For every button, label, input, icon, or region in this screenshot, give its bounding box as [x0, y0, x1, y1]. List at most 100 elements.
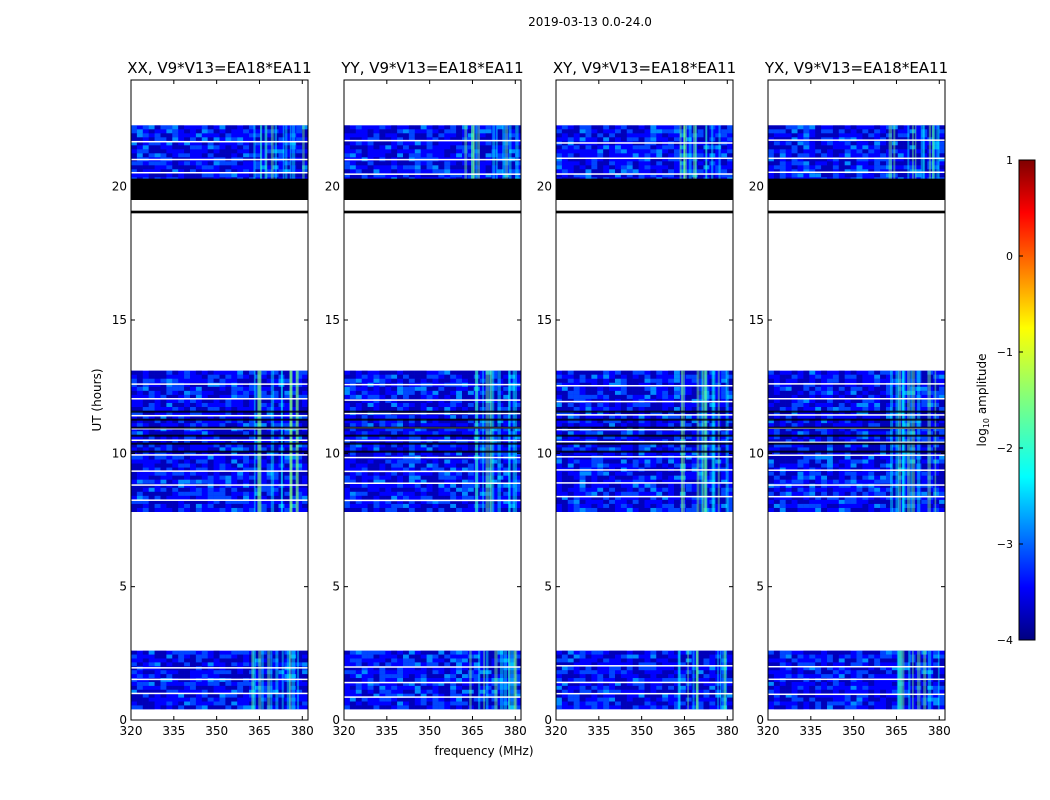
noise-cell: [207, 693, 214, 698]
noise-cell: [656, 161, 663, 166]
noise-cell: [697, 495, 704, 500]
noise-cell: [497, 471, 504, 476]
noise-cell: [844, 407, 851, 412]
noise-cell: [254, 487, 261, 492]
panel-xx: XX, V9*V13=EA18*EA11 320 335 350 365 380 051…: [90, 59, 314, 738]
noise-cell: [803, 670, 810, 675]
noise-cell: [254, 125, 261, 130]
noise-cell: [503, 705, 510, 710]
noise-cell: [503, 129, 510, 134]
noise-cell: [397, 153, 403, 158]
noise-cell: [284, 487, 291, 492]
noise-cell: [160, 374, 167, 379]
noise-cell: [190, 507, 196, 512]
noise-cell: [650, 423, 657, 428]
noise-cell: [650, 495, 657, 500]
y-tick-label: 10: [325, 446, 340, 460]
noise-cell: [715, 137, 722, 142]
noise-cell: [921, 471, 928, 476]
noise-cell: [225, 455, 232, 460]
noise-cell: [638, 666, 645, 671]
noise-cell: [284, 685, 291, 690]
flagged-band: [556, 210, 733, 214]
noise-cell: [561, 479, 568, 484]
noise-cell: [715, 407, 722, 412]
noise-cell: [561, 475, 568, 480]
noise-cell: [190, 407, 196, 412]
noise-cell: [891, 431, 898, 436]
panel-yy-title: YY, V9*V13=EA18*EA11: [340, 59, 523, 77]
noise-cell: [809, 386, 816, 391]
noise-cell: [933, 415, 940, 420]
noise-cell: [862, 666, 869, 671]
noise-cell: [579, 137, 586, 142]
noise-cell: [403, 487, 409, 492]
noise-cell: [231, 463, 238, 468]
noise-cell: [249, 705, 255, 710]
noise-cell: [561, 495, 568, 500]
noise-cell: [727, 419, 733, 424]
noise-cell: [219, 447, 226, 452]
noise-cell: [638, 463, 645, 468]
rfi-streak: [696, 650, 698, 710]
noise-cell: [573, 697, 580, 702]
noise-cell: [679, 674, 686, 679]
noise-cell: [444, 451, 451, 456]
noise-cell: [603, 658, 610, 663]
noise-cell: [685, 173, 692, 178]
noise-cell: [815, 459, 822, 464]
noise-cell: [620, 459, 627, 464]
noise-cell: [284, 431, 291, 436]
noise-cell: [403, 386, 409, 391]
noise-cell: [697, 685, 704, 690]
noise-cell: [266, 161, 273, 166]
noise-cell: [397, 133, 403, 138]
noise-cell: [219, 173, 226, 178]
noise-cell: [266, 491, 273, 496]
noise-cell: [178, 455, 185, 460]
noise-cell: [821, 398, 827, 403]
noise-cell: [815, 662, 822, 667]
noise-cell: [827, 386, 833, 391]
noise-cell: [237, 507, 244, 512]
noise-cell: [503, 141, 510, 146]
noise-cell: [237, 467, 244, 472]
noise-cell: [556, 666, 562, 671]
noise-cell: [219, 374, 226, 379]
noise-cell: [491, 678, 498, 682]
noise-cell: [509, 390, 516, 395]
noise-cell: [503, 658, 510, 663]
noise-cell: [597, 459, 604, 464]
noise-cell: [355, 507, 362, 512]
noise-cell: [791, 471, 798, 476]
noise-cell: [467, 654, 474, 659]
noise-cell: [591, 495, 598, 500]
noise-cell: [497, 165, 504, 170]
noise-cell: [408, 407, 415, 412]
noise-cell: [862, 701, 869, 706]
noise-cell: [715, 658, 722, 663]
noise-cell: [284, 378, 291, 383]
noise-cell: [243, 467, 249, 472]
noise-cell: [862, 386, 869, 391]
noise-cell: [567, 447, 574, 452]
noise-cell: [290, 173, 297, 178]
noise-cell: [432, 169, 439, 174]
noise-cell: [715, 447, 722, 452]
noise-cell: [891, 697, 898, 702]
noise-cell: [426, 662, 433, 667]
noise-cell: [450, 487, 457, 492]
rfi-streak: [475, 370, 479, 512]
noise-cell: [438, 689, 445, 694]
noise-cell: [485, 125, 492, 130]
noise-cell: [874, 427, 881, 432]
noise-cell: [278, 670, 285, 675]
noise-cell: [178, 439, 185, 444]
noise-cell: [715, 443, 722, 448]
noise-cell: [278, 447, 285, 452]
noise-cell: [219, 475, 226, 480]
noise-cell: [414, 491, 421, 496]
noise-cell: [497, 415, 504, 420]
noise-cell: [815, 471, 822, 476]
noise-cell: [207, 394, 214, 399]
